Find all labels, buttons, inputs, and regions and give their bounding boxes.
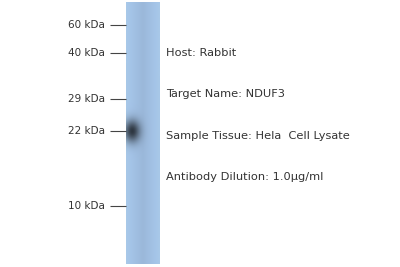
Text: Antibody Dilution: 1.0μg/ml: Antibody Dilution: 1.0μg/ml: [166, 172, 323, 182]
Text: Target Name: NDUF3: Target Name: NDUF3: [166, 89, 285, 99]
Text: Host: Rabbit: Host: Rabbit: [166, 48, 236, 58]
Text: 40 kDa: 40 kDa: [68, 48, 105, 58]
Text: Sample Tissue: Hela  Cell Lysate: Sample Tissue: Hela Cell Lysate: [166, 131, 350, 141]
Text: 29 kDa: 29 kDa: [68, 94, 105, 104]
Text: 60 kDa: 60 kDa: [68, 20, 105, 30]
Text: 22 kDa: 22 kDa: [68, 126, 105, 136]
Text: 10 kDa: 10 kDa: [68, 201, 105, 211]
